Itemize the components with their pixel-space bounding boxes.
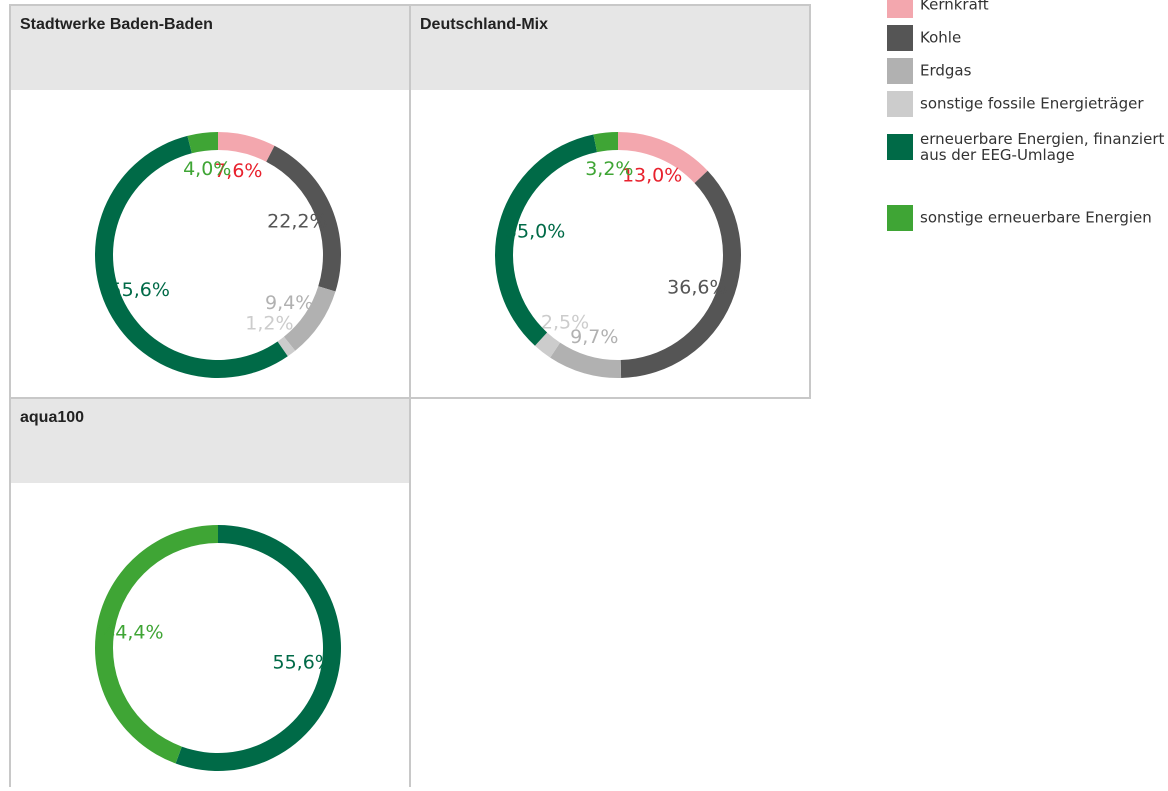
donut-segment [620,170,741,378]
legend-label: sonstige fossile Energieträger [920,95,1144,113]
legend-swatch [887,58,913,84]
value-label: 55,6% [110,279,170,301]
donut-segment [94,525,218,764]
panel-header [410,5,810,90]
value-label: 22,2% [267,210,327,232]
donut-segment [593,132,618,153]
donut-segment [534,332,561,358]
value-label: 7,6% [214,160,262,182]
panel-title: Stadtwerke Baden-Baden [20,16,213,33]
value-label: 35,0% [505,221,565,243]
panel-header [10,5,410,90]
legend-label: Erdgas [920,62,972,80]
legend-line: aus der EEG-Umlage [920,146,1075,164]
donut-segment [266,145,341,292]
legend-swatch [887,205,913,231]
donut-segment [283,286,336,351]
legend-line: erneuerbare Energien, finanziert [920,130,1164,148]
panel-title: Deutschland-Mix [420,16,548,33]
panel-header [10,398,410,483]
legend-swatch [887,91,913,117]
donut-segment [277,336,296,357]
donut-segment [175,525,341,771]
value-label: 3,2% [585,158,633,180]
panel-title: aqua100 [20,409,84,426]
value-label: 9,7% [570,326,618,348]
value-label: 1,2% [245,312,293,334]
panel-border [409,4,811,399]
value-label: 9,4% [265,292,313,314]
legend-label: Kohle [920,29,961,47]
legend-label: erneuerbare Energien, finanziert aus der … [920,130,1164,164]
value-label: 44,4% [103,621,163,643]
value-label: 4,0% [183,158,231,180]
donut-segment [94,135,288,379]
legend-swatch [887,134,913,160]
legend-label: sonstige erneuerbare Energien [920,209,1152,227]
donut-segment [494,134,598,346]
panel-border [9,397,411,791]
value-label: 36,6% [667,277,727,299]
donut-segment [550,342,622,378]
legend-swatch [887,0,913,18]
legend-label: Kernkraft [920,0,989,14]
legend-swatch [887,25,913,51]
value-label: 2,5% [541,311,589,333]
donut-segment [187,132,218,154]
donut-segment [618,132,708,184]
value-label: 55,6% [272,652,332,674]
donut-segment [218,132,275,162]
value-label: 13,0% [622,165,682,187]
